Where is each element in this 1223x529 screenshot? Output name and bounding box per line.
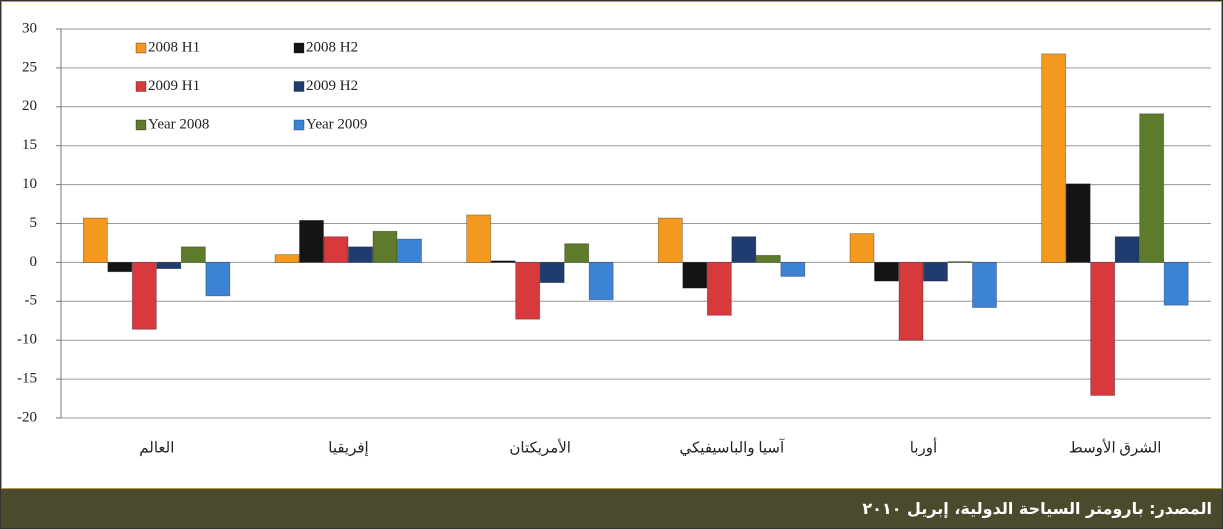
legend-label: 2008 H2 [306, 39, 358, 55]
bar [874, 261, 899, 282]
y-tick-label: -10 [17, 332, 37, 348]
bar [1114, 236, 1140, 263]
y-tick-label: 25 [22, 59, 37, 75]
bar [898, 261, 924, 341]
bar [348, 246, 373, 263]
y-tick-label: 30 [22, 20, 37, 36]
legend-swatch [135, 81, 147, 92]
bar [274, 254, 300, 263]
source-note: المصدر: بارومتر السياحة الدولية، إبريل ٢… [1, 489, 1222, 528]
bar [780, 261, 806, 277]
y-tick-label: 20 [22, 98, 37, 114]
bar [706, 261, 732, 316]
bar [490, 260, 516, 263]
chart: -20 -15 -10 -5 0 5 10 15 20 25 30 العالم إفريقيا الأم… [1, 1, 1222, 489]
legend-swatch [293, 119, 305, 131]
legend-label: 2008 H1 [148, 39, 200, 55]
legend-label: Year 2009 [306, 116, 367, 132]
bar [849, 233, 875, 263]
bar [397, 238, 422, 263]
bar [731, 236, 757, 263]
bar [1139, 113, 1165, 263]
bar [588, 261, 614, 301]
bar [372, 230, 398, 263]
y-tick-label: 5 [30, 215, 38, 231]
bar [323, 236, 349, 263]
bar [1163, 261, 1189, 306]
legend-swatch [135, 119, 147, 131]
bar [156, 261, 182, 270]
y-tick-label: 0 [30, 254, 38, 270]
chart-frame [1, 1, 1222, 489]
bar [1090, 261, 1116, 396]
y-tick-label: -15 [17, 371, 37, 387]
legend-label: Year 2008 [148, 116, 209, 132]
bar [1065, 183, 1091, 263]
bar [131, 261, 157, 330]
bar [107, 261, 133, 273]
y-tick-label: 10 [22, 176, 37, 192]
bar [923, 261, 948, 282]
bar [205, 261, 231, 297]
x-tick-label: آسيا والباسيفيكي [680, 438, 785, 456]
bar [539, 261, 565, 284]
x-tick-label: أوربا [910, 437, 937, 456]
bar [180, 246, 206, 263]
legend-swatch [293, 81, 305, 92]
y-tick-label: -20 [17, 409, 37, 425]
bar [755, 254, 781, 263]
x-tick-label: الأمريكتان [509, 438, 571, 456]
bar [299, 219, 324, 263]
x-tick-label: إفريقيا [328, 440, 368, 456]
bar [657, 217, 683, 263]
bar [1041, 53, 1067, 263]
bar [564, 243, 590, 263]
y-tick-label: 15 [22, 137, 37, 153]
legend-label: 2009 H2 [306, 78, 358, 94]
bar [947, 261, 973, 263]
x-tick-label: العالم [139, 440, 174, 456]
y-tick-label: -5 [25, 293, 38, 309]
x-tick-label: الشرق الأوسط [1069, 438, 1162, 456]
bar [515, 261, 541, 320]
legend-label: 2009 H1 [148, 78, 200, 94]
bar [682, 261, 708, 289]
bar [466, 214, 492, 263]
bar [82, 217, 108, 263]
legend-swatch [135, 42, 147, 54]
legend-swatch [293, 42, 305, 54]
bar [972, 261, 997, 308]
